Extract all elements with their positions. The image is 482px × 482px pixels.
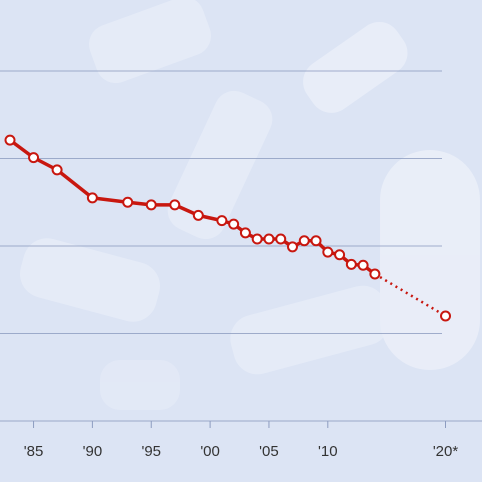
point (275, 233, 287, 245)
point (310, 235, 322, 247)
point (440, 310, 452, 322)
point (192, 209, 204, 221)
point (145, 199, 157, 211)
point (228, 218, 240, 230)
x-tick-label: '90 (83, 443, 103, 460)
line (8, 138, 376, 276)
point (28, 152, 40, 164)
x-tick-label: '10 (318, 443, 338, 460)
background-photo (20, 0, 480, 410)
point (345, 258, 357, 270)
x-tick-label: '95 (141, 443, 161, 460)
x-tick-label: '85 (24, 443, 44, 460)
point (169, 199, 181, 211)
point (216, 215, 228, 227)
point (51, 164, 63, 176)
point (4, 134, 16, 146)
point (369, 268, 381, 280)
point (86, 192, 98, 204)
point (239, 227, 251, 239)
point (322, 246, 334, 258)
x-tick-label: '20* (433, 443, 459, 460)
point (357, 259, 369, 271)
x-tick-label: '00 (200, 443, 220, 460)
point (251, 233, 263, 245)
point (334, 249, 346, 261)
x-tick-label: '05 (259, 443, 279, 460)
point (298, 235, 310, 247)
point (122, 196, 134, 208)
point (263, 233, 275, 245)
point (286, 241, 298, 253)
projection-line (374, 272, 447, 318)
